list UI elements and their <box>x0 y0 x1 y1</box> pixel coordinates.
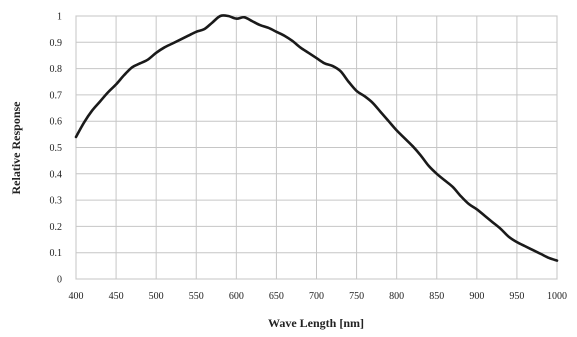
y-tick-label-0.3: 0.3 <box>50 196 63 207</box>
x-tick-label-800: 800 <box>389 291 404 302</box>
x-tick-label-850: 850 <box>429 291 444 302</box>
y-tick-label-0.2: 0.2 <box>50 222 63 233</box>
y-tick-label-0.7: 0.7 <box>50 90 63 101</box>
x-tick-label-750: 750 <box>349 291 364 302</box>
y-axis-tick-labels: 0 0.1 0.2 0.3 0.4 0.5 0.6 0.7 0.8 0.9 1 <box>50 12 63 286</box>
y-tick-label-0.8: 0.8 <box>50 64 63 75</box>
y-tick-label-0.6: 0.6 <box>50 117 63 128</box>
y-tick-label-1: 1 <box>57 12 62 23</box>
x-tick-label-700: 700 <box>309 291 324 302</box>
x-tick-label-400: 400 <box>69 291 84 302</box>
x-tick-label-950: 950 <box>509 291 524 302</box>
y-tick-label-0.1: 0.1 <box>50 248 63 259</box>
series-line-0 <box>74 14 559 262</box>
x-tick-label-900: 900 <box>469 291 484 302</box>
x-tick-label-500: 500 <box>149 291 164 302</box>
x-tick-label-1000: 1000 <box>547 291 567 302</box>
x-tick-label-650: 650 <box>269 291 284 302</box>
grid-lines <box>75 15 558 280</box>
x-axis-tick-labels: 400 450 500 550 600 650 700 750 800 850 900 950 1000 <box>69 291 568 302</box>
y-tick-label-0.4: 0.4 <box>50 169 63 180</box>
x-axis-title: Wave Length [nm] <box>268 316 364 330</box>
x-tick-label-450: 450 <box>109 291 124 302</box>
series-lines <box>74 14 559 262</box>
y-tick-label-0.5: 0.5 <box>50 143 63 154</box>
y-tick-label-0.9: 0.9 <box>50 38 63 49</box>
x-tick-label-550: 550 <box>189 291 204 302</box>
x-tick-label-600: 600 <box>229 291 244 302</box>
y-tick-label-0: 0 <box>57 275 62 286</box>
y-axis-title: Relative Response <box>9 101 23 195</box>
